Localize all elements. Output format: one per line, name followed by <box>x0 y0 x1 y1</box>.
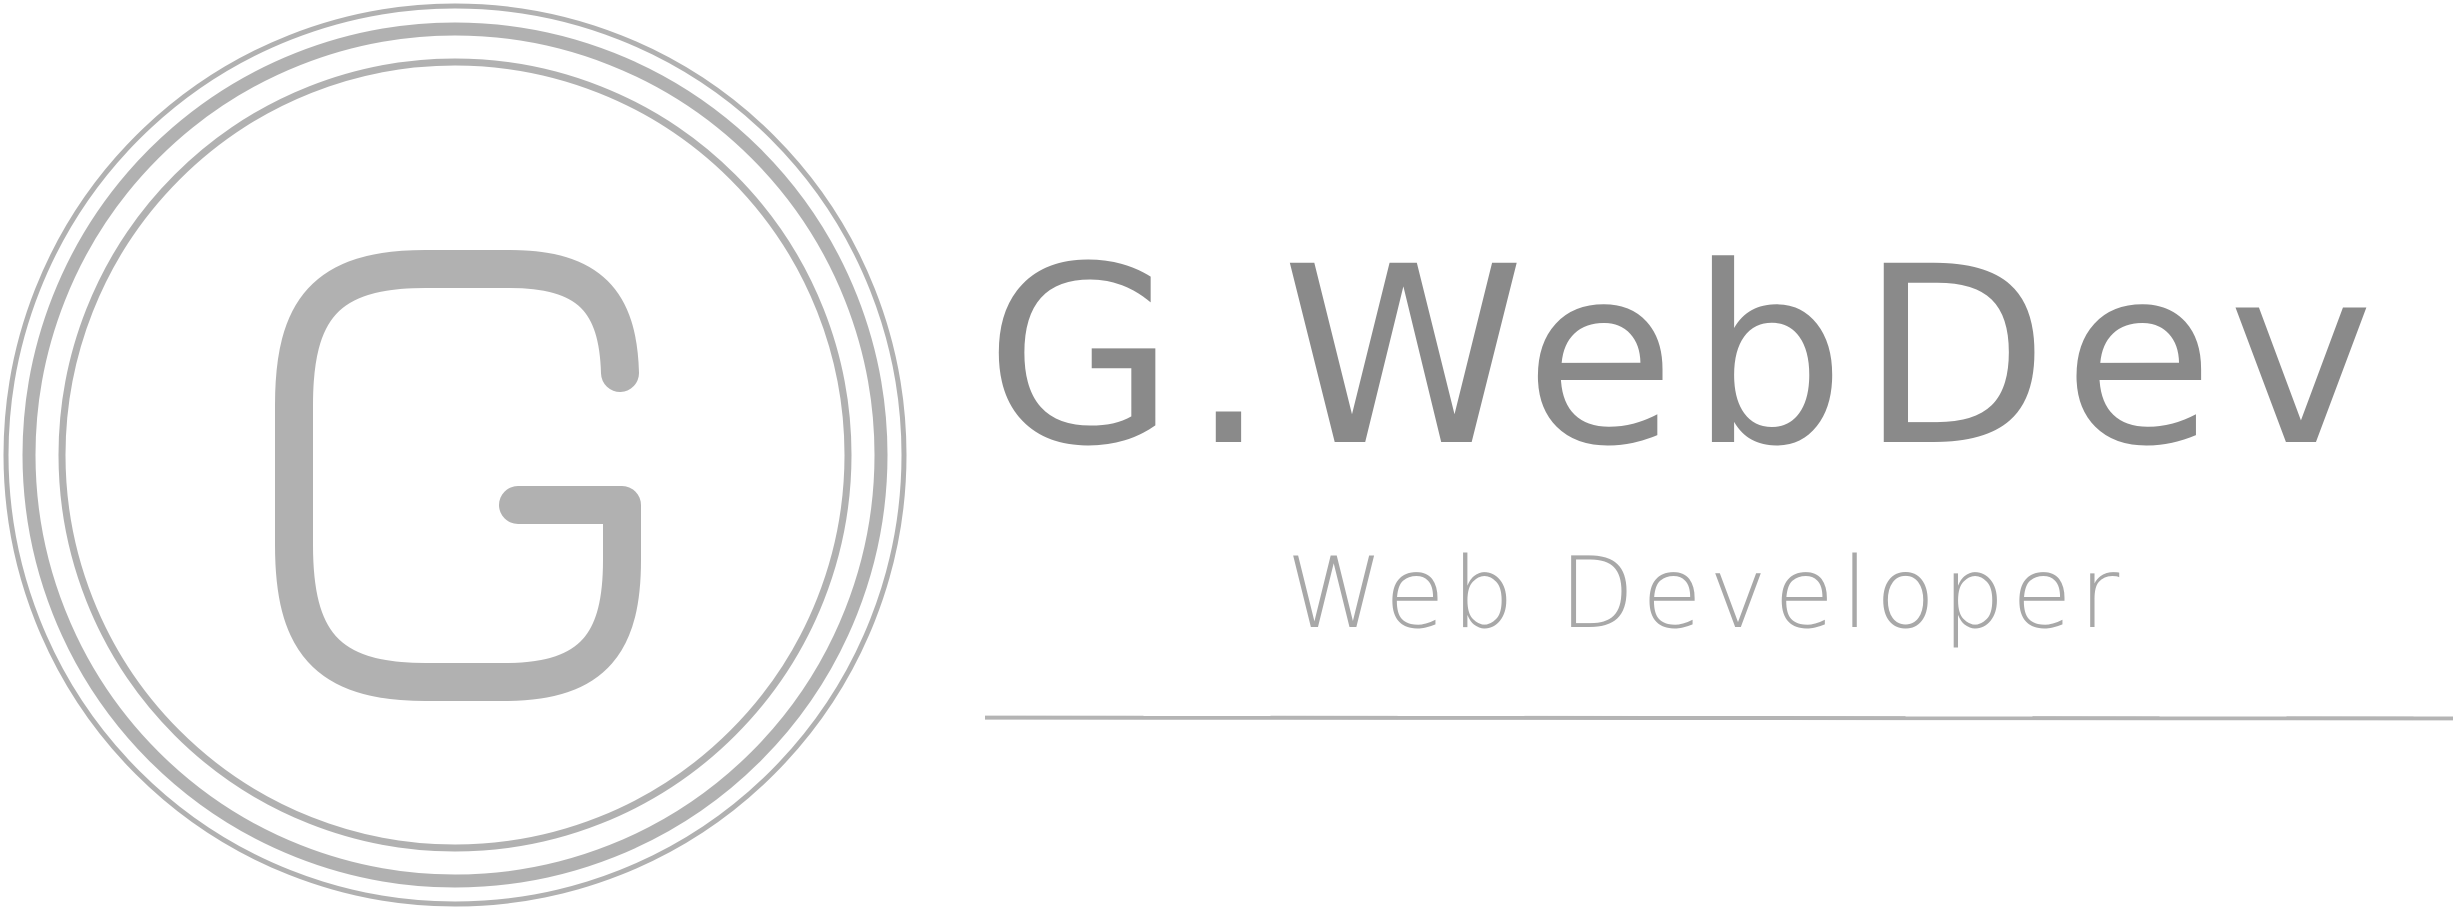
g-monogram-ring-icon <box>3 3 907 907</box>
brand-name: G.WebDev <box>985 214 2388 500</box>
inner-ring <box>58 58 852 852</box>
outer-ring <box>3 3 907 907</box>
divider <box>985 715 2453 721</box>
wordmark: G.WebDev <box>985 214 2388 500</box>
middle-ring <box>22 22 888 888</box>
g-monogram-letter <box>275 250 641 701</box>
brand-tagline: Web Developer <box>1286 537 2127 651</box>
